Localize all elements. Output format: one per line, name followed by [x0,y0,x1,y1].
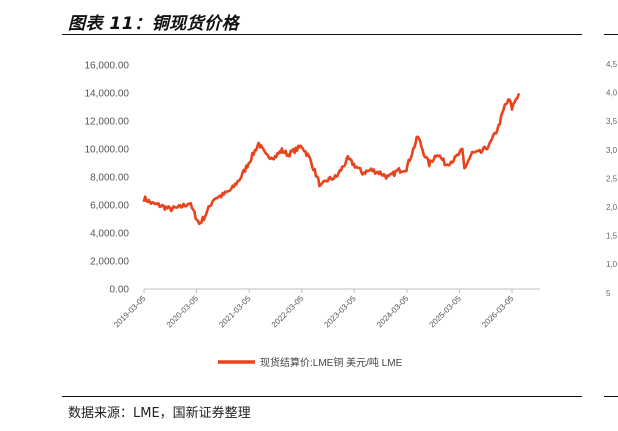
x-tick-label: 2021-03-05 [217,294,253,330]
bottom-rule-right [604,396,618,397]
y-tick-label: 12,000.00 [85,117,130,128]
top-rule [62,34,582,35]
series-line-copper [142,93,520,226]
y-tick-label: 16,000.00 [85,61,130,72]
peek-tick-label: 5 [606,289,611,298]
legend: 现货结算价:LME铜 美元/吨 LME [218,356,403,369]
data-source-note: 数据来源：LME，国新证券整理 [68,406,251,421]
top-rule-right [604,34,618,35]
x-tick-label: 2019-03-05 [112,294,148,330]
x-tick-label: 2026-03-05 [480,294,516,330]
peek-tick-label: 3,5 [606,117,618,126]
x-tick-label: 2025-03-05 [428,294,464,330]
figure-title: 图表 11：铜现货价格 [68,14,240,34]
y-tick-label: 2,000.00 [90,257,129,268]
x-tick-label: 2020-03-05 [165,294,201,330]
bottom-rule [62,396,582,397]
y-tick-label: 8,000.00 [90,173,129,184]
x-tick-label: 2023-03-05 [322,294,358,330]
peek-tick-label: 3,0 [606,146,618,155]
y-tick-label: 14,000.00 [85,89,130,100]
legend-label: 现货结算价:LME铜 美元/吨 LME [260,356,403,369]
peek-tick-label: 2,0 [606,203,618,212]
x-axis-ticks: 2019-03-05 2020-03-05 2021-03-05 2022-03-05… [112,289,516,329]
peek-tick-label: 4,5 [606,60,618,69]
y-tick-label: 0.00 [110,285,130,296]
peek-tick-label: 2,5 [606,174,618,183]
peek-tick-label: 4,0 [606,89,618,98]
x-tick-label: 2022-03-05 [270,294,306,330]
y-tick-label: 6,000.00 [90,201,129,212]
y-tick-label: 4,000.00 [90,229,129,240]
x-tick-label: 2024-03-05 [375,294,411,330]
peek-tick-label: 1,0 [606,260,618,269]
peek-tick-label: 1,5 [606,232,618,241]
y-tick-label: 10,000.00 [85,145,130,156]
right-panel-peek-axis: 4,5 4,0 3,5 3,0 2,5 2,0 1,5 1,0 5 [606,60,618,298]
y-axis-ticks: 0.00 2,000.00 4,000.00 6,000.00 8,000.00 10,0… [85,61,130,296]
